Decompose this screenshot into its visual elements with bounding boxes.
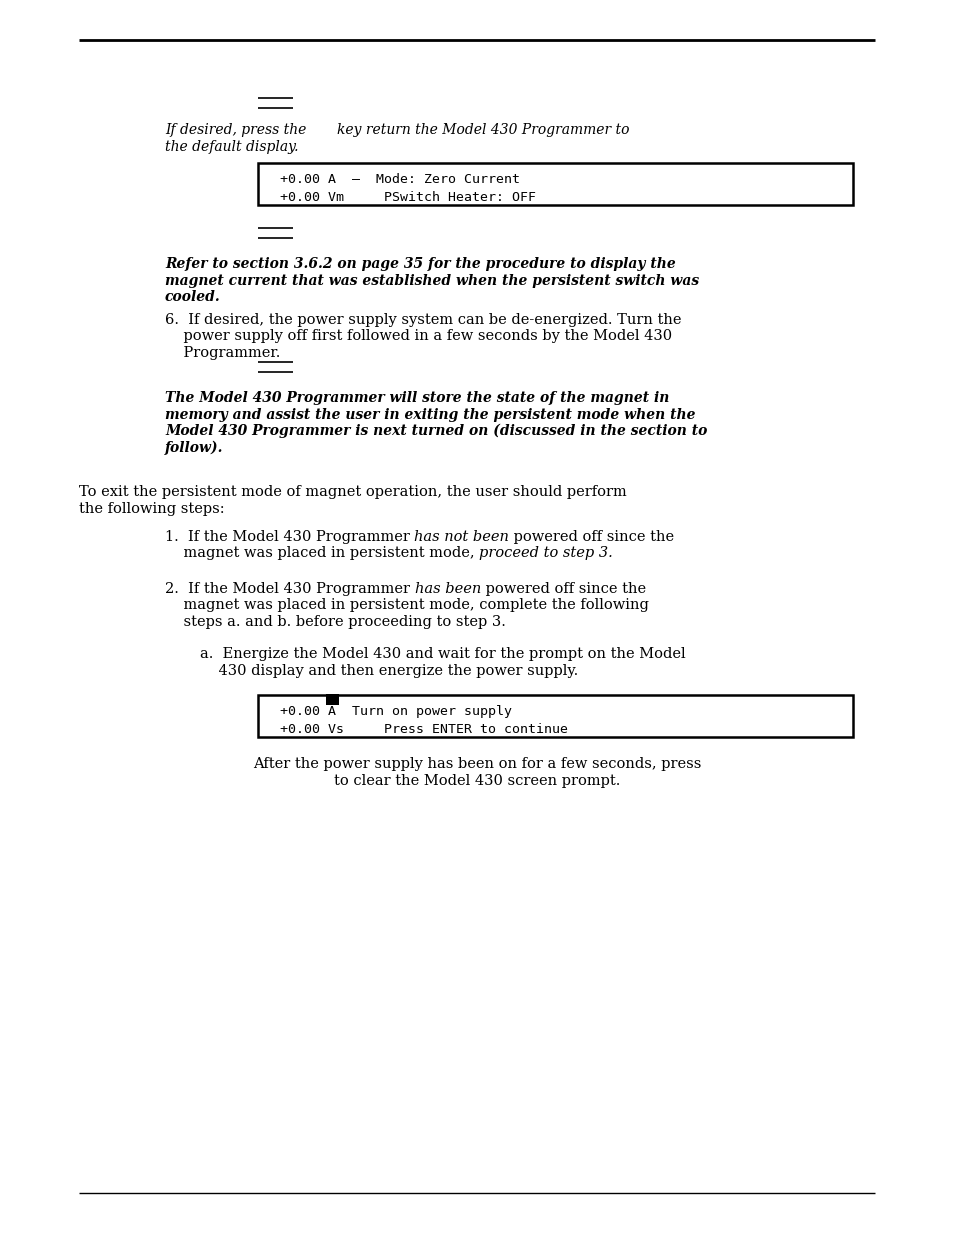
Text: magnet was placed in persistent mode,: magnet was placed in persistent mode, bbox=[165, 547, 478, 561]
Text: power supply off first followed in a few seconds by the Model 430: power supply off first followed in a few… bbox=[165, 330, 672, 343]
Text: to clear the Model 430 screen prompt.: to clear the Model 430 screen prompt. bbox=[334, 773, 619, 788]
Text: Programmer.: Programmer. bbox=[165, 346, 280, 359]
Text: Model 430 Programmer is next turned on (discussed in the section to: Model 430 Programmer is next turned on (… bbox=[165, 424, 706, 438]
Text: +0.00 Vs     Press ENTER to continue: +0.00 Vs Press ENTER to continue bbox=[280, 722, 567, 736]
Text: Turn on power supply: Turn on power supply bbox=[344, 705, 512, 718]
Text: follow).: follow). bbox=[165, 441, 223, 454]
Text: the default display.: the default display. bbox=[165, 140, 298, 153]
Text: +0.00 A: +0.00 A bbox=[280, 705, 344, 718]
Text: Refer to section 3.6.2 on page 35 for the procedure to display the: Refer to section 3.6.2 on page 35 for th… bbox=[165, 257, 675, 270]
Text: If desired, press the       key return the Model 430 Programmer to: If desired, press the key return the Mod… bbox=[165, 124, 629, 137]
Text: memory and assist the user in exiting the persistent mode when the: memory and assist the user in exiting th… bbox=[165, 408, 695, 421]
Text: powered off since the: powered off since the bbox=[480, 582, 645, 597]
Text: magnet current that was established when the persistent switch was: magnet current that was established when… bbox=[165, 273, 699, 288]
Text: 1.  If the Model 430 Programmer: 1. If the Model 430 Programmer bbox=[165, 530, 414, 543]
Bar bbox=[257, 695, 852, 737]
Text: 430 display and then energize the power supply.: 430 display and then energize the power … bbox=[200, 663, 578, 678]
Text: has not been: has not been bbox=[414, 530, 509, 543]
Text: magnet was placed in persistent mode, complete the following: magnet was placed in persistent mode, co… bbox=[165, 599, 648, 613]
Text: the following steps:: the following steps: bbox=[79, 501, 224, 515]
Text: steps a. and b. before proceeding to step 3.: steps a. and b. before proceeding to ste… bbox=[165, 615, 505, 629]
Bar bbox=[326, 694, 338, 705]
Text: proceed to step 3.: proceed to step 3. bbox=[478, 547, 613, 561]
Bar bbox=[257, 163, 852, 205]
Text: powered off since the: powered off since the bbox=[509, 530, 674, 543]
Text: +0.00 Vm     PSwitch Heater: OFF: +0.00 Vm PSwitch Heater: OFF bbox=[280, 191, 536, 204]
Text: 6.  If desired, the power supply system can be de-energized. Turn the: 6. If desired, the power supply system c… bbox=[165, 312, 680, 327]
Text: +0.00 A  –  Mode: Zero Current: +0.00 A – Mode: Zero Current bbox=[280, 173, 519, 186]
Text: To exit the persistent mode of magnet operation, the user should perform: To exit the persistent mode of magnet op… bbox=[79, 485, 626, 499]
Text: The Model 430 Programmer will store the state of the magnet in: The Model 430 Programmer will store the … bbox=[165, 391, 669, 405]
Text: a.  Energize the Model 430 and wait for the prompt on the Model: a. Energize the Model 430 and wait for t… bbox=[200, 647, 685, 661]
Text: After the power supply has been on for a few seconds, press: After the power supply has been on for a… bbox=[253, 757, 700, 771]
Text: cooled.: cooled. bbox=[165, 290, 220, 304]
Text: 2.  If the Model 430 Programmer: 2. If the Model 430 Programmer bbox=[165, 582, 415, 597]
Text: has been: has been bbox=[415, 582, 480, 597]
